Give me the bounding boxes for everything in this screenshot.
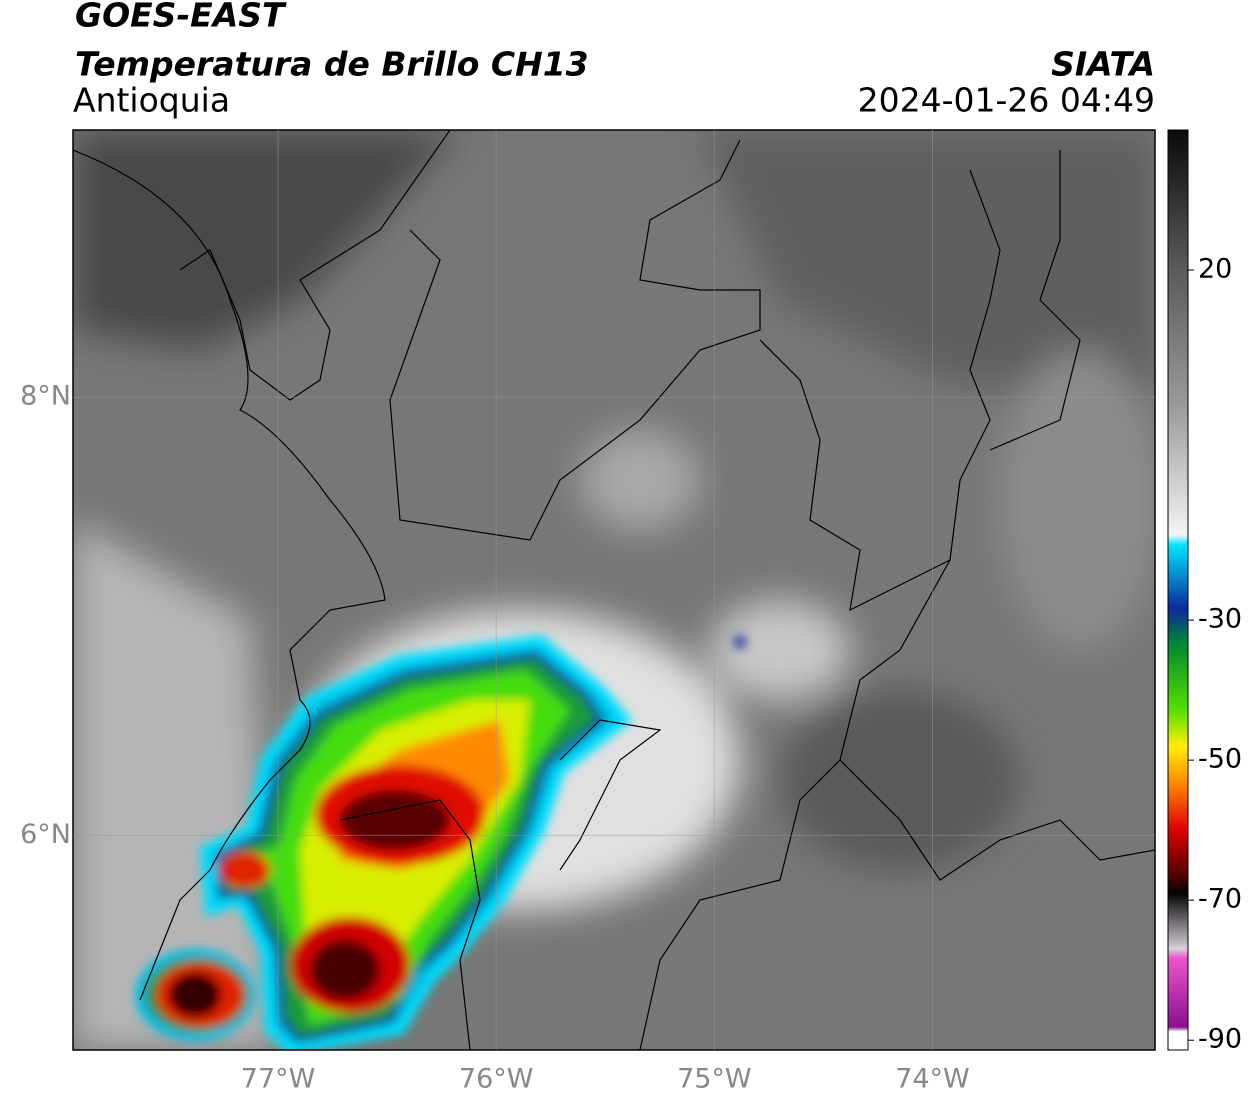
colorbar-tick-label: -50 <box>1198 744 1242 775</box>
x-tick-label: 74°W <box>895 1064 970 1095</box>
y-tick-label: 8°N <box>20 381 71 412</box>
region: Antioquia <box>73 81 230 120</box>
colorbar <box>1167 129 1189 1051</box>
colorbar-tick-label: -90 <box>1198 1024 1242 1055</box>
title: GOES-EAST <box>75 0 287 35</box>
x-tick-label: 75°W <box>677 1064 752 1095</box>
colorbar-tick-label: 20 <box>1198 254 1232 285</box>
subtitle: Temperatura de Brillo CH13 <box>75 45 589 84</box>
colorbar-tick-label: -30 <box>1198 604 1242 635</box>
x-tick-label: 76°W <box>459 1064 534 1095</box>
map-frame <box>72 129 1156 1051</box>
timestamp: 2024-01-26 04:49 <box>858 81 1155 120</box>
colorbar-tick-label: -70 <box>1198 884 1242 915</box>
source: SIATA <box>1051 45 1155 84</box>
map-image <box>73 130 1155 1050</box>
x-tick-label: 77°W <box>241 1064 316 1095</box>
y-tick-label: 6°N <box>20 819 71 850</box>
